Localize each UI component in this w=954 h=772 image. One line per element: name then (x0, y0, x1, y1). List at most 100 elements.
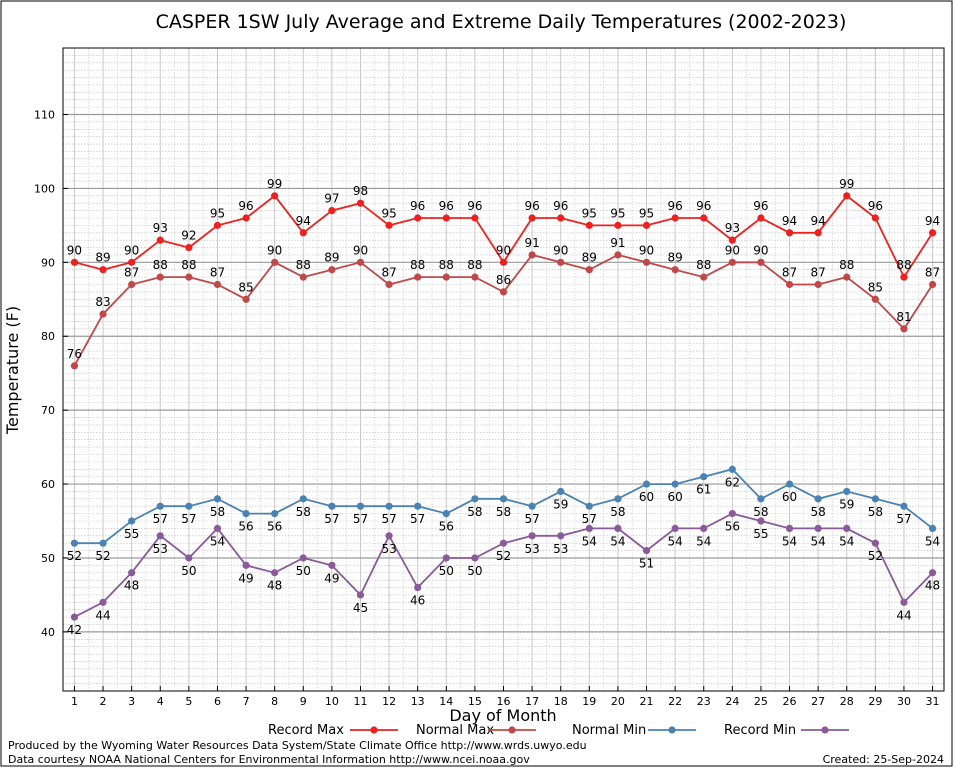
record-min-point (700, 524, 708, 533)
record-max-value-label: 95 (582, 206, 597, 220)
record-min-value-label: 49 (238, 571, 253, 585)
record-min-point (585, 524, 593, 533)
normal-min-point (442, 510, 450, 518)
normal-max-value-label: 90 (267, 243, 282, 257)
normal-min-value-label: 57 (896, 512, 911, 526)
record-min-value-label: 44 (896, 608, 911, 622)
record-min-value-label: 53 (381, 542, 396, 556)
footer-created: Created: 25-Sep-2024 (823, 753, 944, 766)
record-max-point (785, 229, 794, 237)
record-min-point (213, 524, 222, 533)
record-min-point (99, 598, 107, 606)
y-tick-label: 60 (41, 478, 55, 491)
normal-max-value-label: 76 (67, 347, 82, 361)
record-max-value-label: 89 (95, 251, 110, 265)
x-tick-label: 12 (382, 695, 396, 708)
normal-min-value-label: 57 (381, 512, 396, 526)
record-max-value-label: 94 (296, 214, 311, 228)
normal-min-point (213, 495, 222, 503)
record-max-value-label: 92 (181, 229, 196, 243)
x-tick-label: 21 (640, 695, 654, 708)
normal-min-point (414, 502, 422, 510)
normal-max-point (728, 258, 736, 266)
record-max-point (299, 229, 307, 237)
record-min-value-label: 53 (153, 542, 168, 556)
normal-min-point (70, 539, 79, 547)
record-min-value-label: 48 (267, 579, 282, 593)
x-tick-label: 9 (300, 695, 307, 708)
x-tick-label: 20 (611, 695, 625, 708)
record-min-point (728, 510, 736, 518)
normal-max-point (156, 273, 164, 281)
normal-min-point (528, 502, 536, 510)
normal-min-point (499, 495, 508, 503)
record-max-value-label: 98 (353, 184, 368, 198)
record-max-point (99, 266, 107, 274)
normal-min-value-label: 60 (639, 490, 654, 504)
record-min-value-label: 48 (124, 579, 139, 593)
record-min-value-label: 54 (811, 534, 826, 548)
record-max-point (471, 214, 479, 222)
normal-min-value-label: 60 (667, 490, 682, 504)
normal-max-value-label: 87 (124, 266, 139, 280)
normal-min-point (557, 487, 565, 496)
record-min-value-label: 44 (95, 608, 110, 622)
normal-min-value-label: 56 (238, 520, 253, 534)
record-min-value-label: 50 (467, 564, 482, 578)
record-max-point (671, 214, 679, 222)
x-tick-label: 25 (754, 695, 768, 708)
record-max-point (499, 258, 508, 266)
record-min-value-label: 55 (753, 527, 768, 541)
normal-max-point (299, 273, 307, 281)
record-min-value-label: 54 (210, 534, 225, 548)
x-tick-label: 16 (497, 695, 511, 708)
record-max-point (356, 199, 365, 207)
normal-min-value-label: 59 (839, 497, 854, 511)
normal-max-value-label: 88 (696, 258, 711, 272)
record-max-value-label: 90 (124, 243, 139, 257)
record-max-point (414, 214, 422, 222)
record-max-point (385, 221, 393, 229)
normal-max-point (671, 266, 679, 274)
normal-min-value-label: 59 (553, 497, 568, 511)
normal-min-point (128, 517, 136, 525)
normal-min-point (928, 524, 937, 533)
record-max-value-label: 97 (324, 192, 339, 206)
normal-max-value-label: 86 (496, 273, 511, 287)
record-max-value-label: 96 (524, 199, 539, 213)
x-tick-label: 23 (697, 695, 711, 708)
record-max-point (585, 221, 593, 229)
normal-max-value-label: 87 (210, 266, 225, 280)
normal-min-value-label: 57 (324, 512, 339, 526)
y-tick-label: 40 (41, 626, 55, 639)
normal-min-point (700, 473, 708, 481)
normal-max-value-label: 83 (95, 295, 110, 309)
normal-min-point (757, 495, 765, 503)
x-tick-label: 27 (811, 695, 825, 708)
x-tick-label: 2 (100, 695, 107, 708)
record-max-point (700, 214, 708, 222)
normal-max-point (700, 273, 708, 281)
normal-max-point (585, 266, 593, 274)
record-max-point (928, 229, 937, 237)
record-min-point (70, 613, 79, 621)
record-max-point (156, 236, 164, 244)
x-tick-label: 28 (840, 695, 854, 708)
normal-min-value-label: 62 (725, 475, 740, 489)
normal-max-point (471, 273, 479, 281)
record-max-point (128, 258, 136, 266)
x-tick-label: 6 (214, 695, 221, 708)
record-min-point (271, 569, 279, 577)
normal-max-point (414, 273, 422, 281)
y-tick-label: 100 (34, 182, 55, 195)
normal-max-point (499, 288, 508, 296)
footer-data-courtesy: Data courtesy NOAA National Centers for … (8, 753, 530, 766)
record-min-value-label: 56 (725, 520, 740, 534)
record-min-point (442, 554, 450, 562)
normal-max-point (385, 280, 393, 289)
normal-max-point (614, 251, 622, 259)
y-tick-label: 70 (41, 404, 55, 417)
record-min-point (557, 532, 565, 540)
x-axis-label: Day of Month (449, 706, 556, 725)
